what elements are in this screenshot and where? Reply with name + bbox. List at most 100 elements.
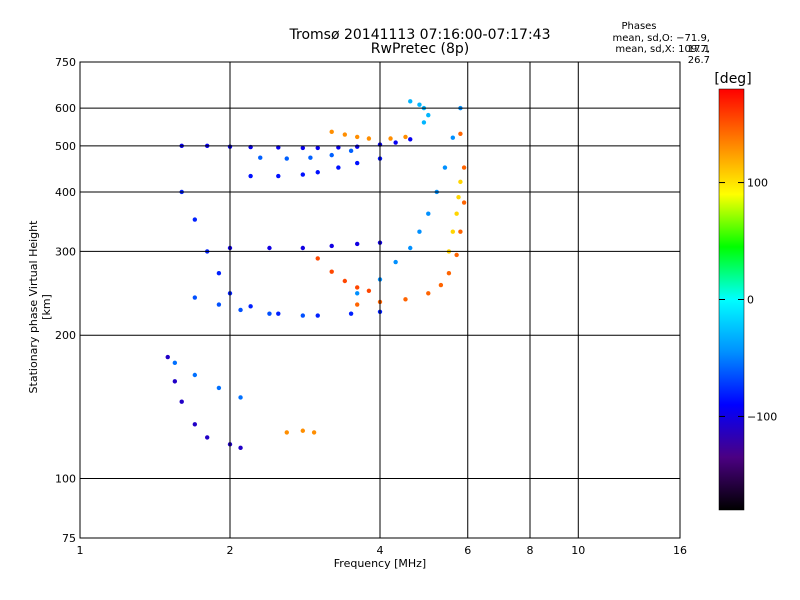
- data-point: [238, 445, 243, 451]
- x-tick-label: 10: [571, 544, 585, 557]
- data-point: [408, 99, 413, 104]
- data-point: [329, 269, 334, 274]
- x-tick-label: 16: [673, 544, 687, 557]
- data-point: [300, 245, 306, 251]
- phase-stats-heading: Phases: [621, 21, 657, 32]
- y-axis-title: Stationary phase Virtual Height [km]: [27, 220, 53, 394]
- data-point: [342, 132, 348, 137]
- data-point: [267, 311, 272, 316]
- trace-series: [354, 105, 463, 296]
- data-point: [438, 282, 444, 288]
- y-tick-label: 750: [55, 56, 76, 69]
- x-axis-title: Frequency [MHz]: [333, 557, 427, 570]
- data-point: [354, 285, 360, 290]
- data-point: [403, 297, 408, 302]
- data-point: [165, 354, 170, 360]
- data-point: [216, 302, 222, 307]
- data-point: [315, 256, 320, 261]
- data-point: [308, 155, 313, 160]
- data-point: [450, 135, 456, 140]
- data-point: [329, 243, 334, 249]
- colorbar-label: [deg]: [714, 71, 751, 87]
- data-point: [267, 245, 272, 251]
- y-tick-label: 500: [55, 140, 76, 153]
- data-point: [192, 295, 198, 300]
- data-point: [315, 145, 320, 151]
- data-point: [417, 229, 422, 234]
- trace-series: [354, 131, 467, 307]
- data-point: [342, 278, 348, 284]
- phase-stats-x: mean, sd,X: 109.7, 26.7: [615, 44, 710, 66]
- data-point: [456, 194, 461, 200]
- data-point: [454, 211, 459, 216]
- data-point: [354, 134, 360, 140]
- y-tick-label: 400: [55, 186, 76, 199]
- data-point: [311, 430, 317, 435]
- y-tick-label: 200: [55, 329, 76, 342]
- data-point: [248, 304, 253, 309]
- data-point: [329, 152, 334, 158]
- data-point: [216, 385, 222, 391]
- data-points: [165, 99, 467, 451]
- data-point: [426, 291, 431, 296]
- data-point: [458, 229, 463, 234]
- y-axis-ticks: 75 100 200 300 400 500 600 750: [55, 56, 76, 545]
- trace-series: [179, 189, 383, 318]
- y-tick-label: 300: [55, 245, 76, 258]
- y-tick-label: 600: [55, 102, 76, 115]
- data-point: [179, 399, 184, 404]
- data-point: [417, 102, 422, 107]
- y-tick-label: 100: [55, 473, 76, 486]
- data-point: [336, 165, 341, 170]
- y-tick-label: 75: [62, 532, 76, 545]
- colorbar-tick-label: 100: [747, 177, 768, 190]
- phase-stats-o: mean, sd,O: −71.9, 17.1: [612, 33, 710, 55]
- data-point: [426, 112, 431, 118]
- trace-series: [408, 99, 431, 125]
- trace-series: [227, 240, 383, 251]
- data-point: [366, 136, 372, 141]
- data-point: [238, 307, 243, 313]
- data-point: [336, 145, 341, 150]
- trace-series: [329, 129, 408, 141]
- data-point: [204, 435, 210, 440]
- x-tick-label: 1: [77, 544, 84, 557]
- data-point: [276, 173, 281, 179]
- data-point: [408, 245, 413, 251]
- x-tick-label: 2: [227, 544, 234, 557]
- chart-title: Tromsø 20141113 07:16:00-07:17:43: [289, 27, 551, 43]
- data-point: [388, 136, 393, 141]
- data-point: [461, 200, 467, 205]
- data-point: [458, 131, 463, 136]
- data-point: [354, 144, 360, 149]
- trace-series: [258, 148, 354, 161]
- chart-subtitle: RwPretec (8p): [370, 41, 470, 57]
- data-point: [393, 259, 398, 265]
- data-point: [354, 160, 360, 166]
- trace-series: [179, 137, 413, 151]
- data-point: [284, 430, 289, 435]
- data-point: [450, 229, 456, 234]
- data-point: [258, 155, 263, 160]
- trace-series: [172, 360, 243, 400]
- data-point: [393, 140, 398, 145]
- data-point: [300, 428, 306, 433]
- data-point: [276, 311, 281, 316]
- data-point: [408, 137, 413, 142]
- data-point: [348, 311, 354, 316]
- data-point: [348, 148, 354, 154]
- data-point: [192, 422, 198, 427]
- data-point: [354, 302, 360, 307]
- x-tick-label: 6: [464, 544, 471, 557]
- data-point: [284, 156, 289, 161]
- data-point: [172, 379, 178, 384]
- data-point: [446, 271, 452, 276]
- trace-series: [192, 295, 306, 318]
- data-point: [300, 145, 306, 151]
- data-point: [403, 134, 408, 140]
- data-point: [421, 120, 427, 125]
- data-point: [366, 288, 372, 293]
- data-point: [248, 173, 253, 179]
- data-point: [315, 313, 320, 318]
- data-point: [442, 165, 448, 170]
